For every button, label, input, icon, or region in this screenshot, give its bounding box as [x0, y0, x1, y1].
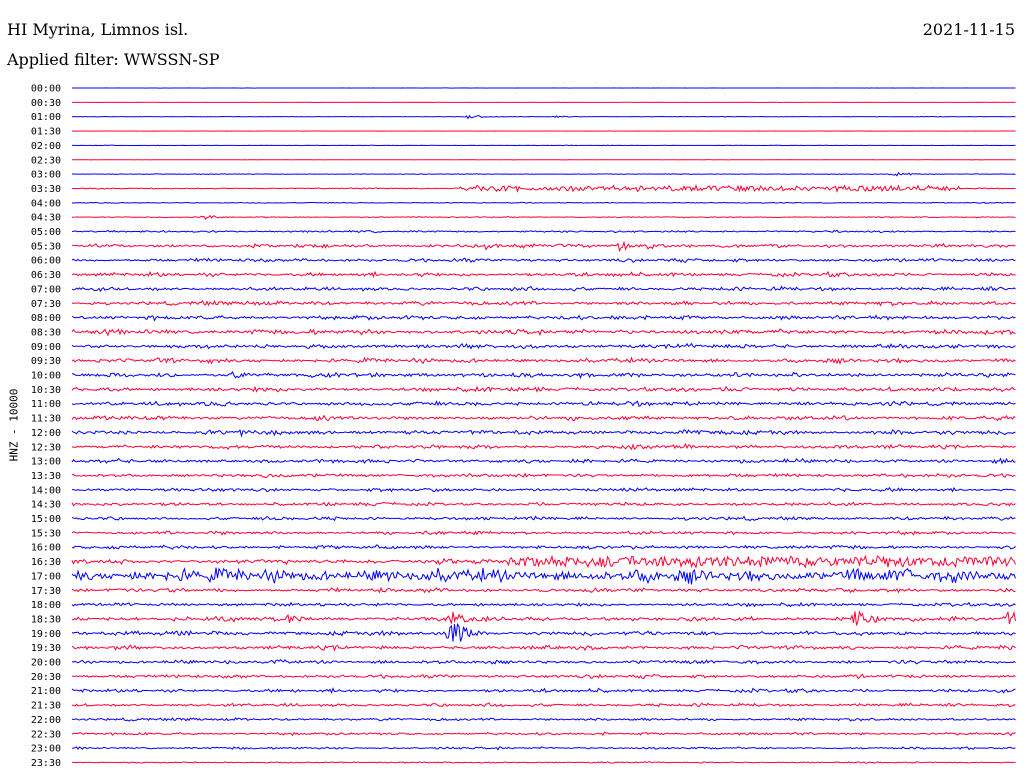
tick-label: 14:00: [31, 485, 61, 496]
trace-line: [71, 240, 1016, 253]
tick-label: 05:30: [31, 241, 61, 252]
trace-line: [71, 144, 1016, 147]
trace-line: [71, 486, 1016, 493]
trace-line: [71, 601, 1016, 608]
tick-label: 16:00: [31, 543, 61, 554]
tick-label: 09:00: [31, 342, 61, 353]
trace-line: [71, 501, 1016, 507]
tick-label: 13:30: [31, 471, 61, 482]
trace-line: [71, 673, 1016, 680]
tick-label: 02:30: [31, 155, 61, 166]
trace-line: [71, 370, 1016, 380]
date-label: 2021-11-15: [922, 20, 1015, 39]
trace-line: [71, 760, 1016, 764]
tick-label: 04:00: [31, 198, 61, 209]
trace-line: [71, 442, 1016, 451]
trace-line: [71, 214, 1016, 220]
tick-label: 20:30: [31, 672, 61, 683]
tick-label: 21:00: [31, 686, 61, 697]
tick-label: 00:30: [31, 98, 61, 109]
tick-label-group: 00:00 00:30 01:00 01:30 02:00 02:30 03:00 03:30…: [31, 84, 61, 769]
tick-label: 10:00: [31, 371, 61, 382]
trace-line: [71, 299, 1016, 307]
tick-label: 07:30: [31, 299, 61, 310]
filter-label: Applied filter: WWSSN-SP: [7, 50, 220, 69]
tick-label: 00:00: [31, 84, 61, 95]
trace-line: [71, 530, 1016, 536]
trace-line: [71, 328, 1016, 337]
tick-label: 12:30: [31, 442, 61, 453]
trace-line: [71, 457, 1016, 465]
trace-line: [71, 257, 1016, 263]
trace-group: [71, 87, 1016, 764]
trace-line: [71, 314, 1016, 322]
trace-line: [71, 184, 1016, 193]
tick-label: 10:30: [31, 385, 61, 396]
tick-label: 11:30: [31, 414, 61, 425]
tick-label: 18:00: [31, 600, 61, 611]
trace-line: [71, 731, 1016, 737]
trace-line: [71, 515, 1016, 522]
tick-label: 22:00: [31, 715, 61, 726]
tick-label: 18:30: [31, 614, 61, 625]
trace-line: [71, 342, 1016, 350]
tick-label: 06:30: [31, 270, 61, 281]
tick-label: 07:00: [31, 284, 61, 295]
tick-label: 08:30: [31, 327, 61, 338]
tick-label: 17:00: [31, 571, 61, 582]
trace-line: [71, 400, 1016, 407]
trace-line: [71, 201, 1016, 204]
tick-label: 03:00: [31, 170, 61, 181]
tick-label: 15:30: [31, 528, 61, 539]
tick-label: 05:00: [31, 227, 61, 238]
trace-line: [71, 429, 1016, 438]
trace-line: [71, 702, 1016, 708]
tick-label: 21:30: [31, 701, 61, 712]
tick-label: 16:30: [31, 557, 61, 568]
tick-label: 23:30: [31, 758, 61, 769]
tick-label: 23:00: [31, 744, 61, 755]
trace-line: [71, 567, 1016, 585]
trace-line: [71, 622, 1016, 642]
trace-line: [71, 472, 1016, 479]
tick-label: 20:00: [31, 658, 61, 669]
trace-line: [71, 285, 1016, 293]
tick-label: 17:30: [31, 586, 61, 597]
tick-label: 19:30: [31, 643, 61, 654]
trace-line: [71, 644, 1016, 652]
tick-label: 03:30: [31, 184, 61, 195]
trace-line: [71, 171, 1016, 177]
tick-label: 09:30: [31, 356, 61, 367]
trace-line: [71, 544, 1016, 550]
trace-line: [71, 716, 1016, 722]
tick-label: 06:00: [31, 256, 61, 267]
station-title: HI Myrina, Limnos isl.: [7, 20, 189, 39]
tick-label: 04:30: [31, 213, 61, 224]
tick-label: 15:00: [31, 514, 61, 525]
trace-line: [71, 385, 1016, 393]
tick-label: 22:30: [31, 729, 61, 740]
trace-line: [71, 554, 1016, 569]
tick-label: 01:30: [31, 127, 61, 138]
trace-line: [71, 414, 1016, 422]
trace-line: [71, 659, 1016, 665]
tick-label: 01:00: [31, 112, 61, 123]
trace-line: [71, 270, 1016, 279]
trace-line: [71, 356, 1016, 365]
trace-line: [72, 229, 1016, 234]
tick-label: 12:00: [31, 428, 61, 439]
tick-label: 02:00: [31, 141, 61, 152]
tick-label: 14:30: [31, 500, 61, 511]
tick-label: 08:00: [31, 313, 61, 324]
tick-label: 11:00: [31, 399, 61, 410]
trace-line: [71, 746, 1016, 751]
tick-label: 19:00: [31, 629, 61, 640]
trace-line: [71, 610, 1016, 626]
trace-line: [71, 687, 1016, 695]
trace-line: [71, 586, 1016, 594]
tick-label: 13:00: [31, 457, 61, 468]
trace-line: [71, 114, 1016, 120]
